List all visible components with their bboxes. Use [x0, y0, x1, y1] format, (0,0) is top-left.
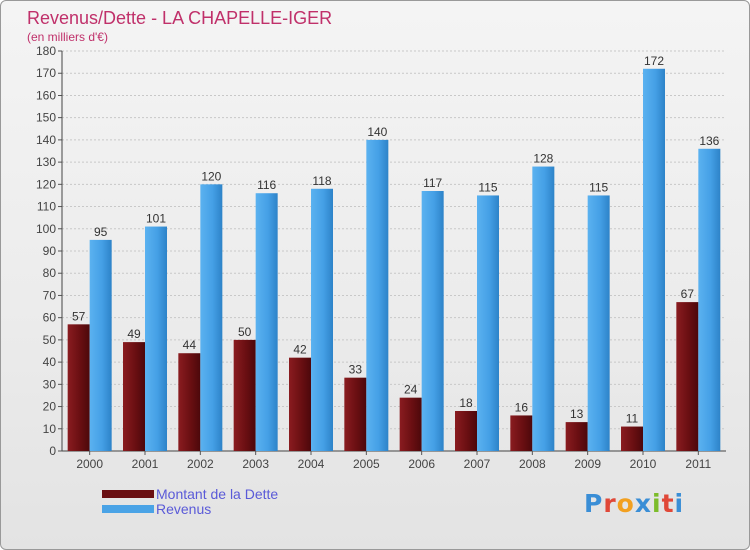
data-label-debt: 57 — [72, 309, 86, 323]
bar-debt — [178, 353, 201, 451]
data-label-revenus: 118 — [312, 174, 331, 188]
bar-debt — [289, 357, 311, 451]
data-label-revenus: 117 — [423, 176, 442, 190]
bar-revenus — [421, 191, 444, 451]
y-tick-label: 90 — [43, 244, 57, 258]
legend-swatch-revenus — [102, 505, 154, 513]
y-tick-label: 40 — [43, 355, 57, 369]
y-tick-label: 0 — [49, 444, 56, 458]
data-label-revenus: 120 — [201, 169, 221, 183]
x-tick-label: 2004 — [298, 457, 325, 471]
x-tick-label: 2005 — [353, 457, 380, 471]
y-tick-label: 80 — [43, 266, 57, 280]
data-label-debt: 18 — [459, 396, 473, 410]
y-tick-label: 10 — [43, 422, 57, 436]
bar-debt — [455, 411, 477, 451]
bar-debt — [621, 426, 643, 451]
y-tick-label: 170 — [36, 66, 56, 80]
data-label-debt: 49 — [127, 327, 141, 341]
data-label-revenus: 140 — [367, 125, 387, 139]
proxiti-logo: Proxiti — [584, 489, 684, 518]
data-label-revenus: 128 — [533, 152, 553, 166]
bar-debt — [344, 377, 367, 451]
y-tick-label: 60 — [43, 311, 57, 325]
bar-debt — [233, 339, 256, 451]
y-tick-label: 160 — [36, 88, 56, 102]
data-label-debt: 42 — [293, 343, 307, 357]
legend-swatch-debt — [102, 490, 154, 498]
logo-letter: r — [603, 489, 617, 518]
bar-revenus — [255, 193, 278, 451]
bar-debt — [676, 302, 699, 451]
data-label-debt: 50 — [238, 325, 252, 339]
bar-revenus — [477, 195, 499, 451]
logo-letter: i — [652, 489, 662, 518]
data-label-debt: 33 — [349, 363, 363, 377]
x-tick-label: 2009 — [574, 457, 601, 471]
y-tick-label: 120 — [36, 177, 56, 191]
bar-debt — [123, 342, 145, 451]
bar-debt — [399, 397, 422, 451]
data-label-revenus: 136 — [699, 134, 719, 148]
logo-letter: t — [661, 489, 675, 518]
y-tick-label: 180 — [36, 44, 56, 58]
x-tick-label: 2010 — [630, 457, 657, 471]
legend-label-debt: Montant de la Dette — [156, 486, 279, 502]
x-tick-label: 2001 — [132, 457, 159, 471]
data-label-revenus: 172 — [644, 54, 664, 68]
chart-title: Revenus/Dette - LA CHAPELLE-IGER — [27, 8, 333, 28]
y-tick-label: 50 — [43, 333, 57, 347]
y-tick-label: 100 — [36, 222, 56, 236]
data-label-debt: 16 — [515, 400, 529, 414]
data-label-revenus: 116 — [257, 178, 276, 192]
logo-letter: x — [634, 489, 652, 518]
x-tick-label: 2007 — [464, 457, 491, 471]
bar-revenus — [532, 166, 555, 452]
bar-debt — [510, 415, 533, 451]
x-tick-label: 2003 — [242, 457, 269, 471]
bar-revenus — [366, 139, 389, 451]
bar-revenus — [145, 226, 167, 451]
data-label-revenus: 101 — [146, 212, 166, 226]
data-label-revenus: 95 — [94, 225, 108, 239]
data-label-revenus: 115 — [478, 180, 497, 194]
x-tick-label: 2008 — [519, 457, 546, 471]
bar-revenus — [200, 184, 223, 452]
y-tick-label: 20 — [43, 400, 57, 414]
x-tick-label: 2002 — [187, 457, 214, 471]
data-label-debt: 11 — [626, 412, 639, 426]
data-label-debt: 67 — [681, 287, 695, 301]
data-label-revenus: 115 — [589, 180, 608, 194]
logo-letter: o — [616, 489, 635, 518]
y-tick-label: 110 — [37, 200, 56, 214]
y-tick-label: 140 — [36, 133, 56, 147]
bar-revenus — [311, 188, 333, 451]
x-tick-label: 2006 — [408, 457, 435, 471]
x-tick-label: 2011 — [685, 457, 711, 471]
y-tick-label: 70 — [43, 288, 57, 302]
bar-debt — [67, 324, 90, 451]
bar-revenus — [89, 239, 112, 451]
logo-letter: i — [674, 489, 685, 518]
bar-revenus — [643, 68, 665, 452]
chart-subtitle: (en milliers d'€) — [27, 30, 108, 44]
data-label-debt: 44 — [183, 338, 197, 352]
bar-debt — [565, 422, 588, 451]
bar-revenus — [587, 195, 610, 451]
legend-label-revenus: Revenus — [156, 501, 212, 517]
data-label-debt: 13 — [570, 407, 584, 421]
logo-letter: P — [584, 489, 604, 518]
x-tick-label: 2000 — [76, 457, 103, 471]
y-tick-label: 130 — [36, 155, 56, 169]
y-tick-label: 30 — [43, 377, 57, 391]
bar-revenus — [698, 148, 721, 451]
data-label-debt: 24 — [404, 383, 418, 397]
y-tick-label: 150 — [36, 111, 56, 125]
